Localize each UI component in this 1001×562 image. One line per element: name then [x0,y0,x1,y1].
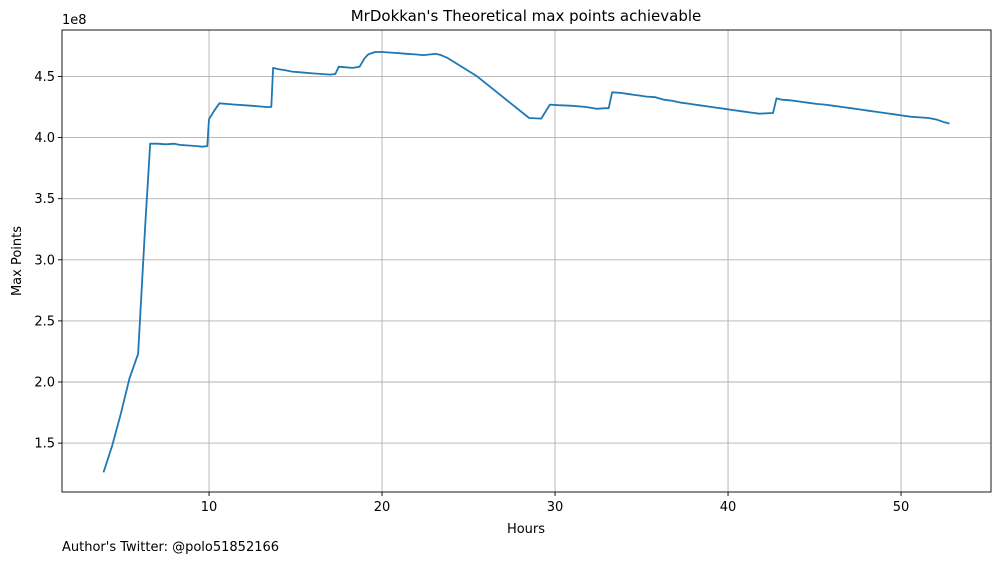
series-line [102,51,950,473]
y-tick-label: 3.0 [34,253,55,268]
y-tick-label: 4.0 [34,131,55,146]
x-tick-label: 30 [547,500,564,515]
y-offset-text: 1e8 [62,13,87,28]
y-tick-label: 3.5 [34,192,55,207]
y-tick-label: 2.5 [34,314,55,329]
tick-layer: 10 20 30 40 50 1.5 2.0 2.5 3.0 3.5 4.0 4.5 [34,70,909,515]
footnote-author-twitter: Author's Twitter: @polo51852166 [62,540,279,555]
series-layer [102,51,950,473]
x-tick-label: 20 [374,500,391,515]
x-tick-label: 10 [201,500,218,515]
chart-title: MrDokkan's Theoretical max points achiev… [351,7,702,25]
grid-layer [62,30,991,492]
y-tick-label: 2.0 [34,376,55,391]
x-tick-label: 50 [893,500,910,515]
x-tick-label: 40 [720,500,737,515]
y-axis-label: Max Points [10,226,25,296]
x-axis-label: Hours [507,522,545,537]
y-tick-label: 4.5 [34,70,55,85]
plot-frame [61,29,992,493]
y-tick-label: 1.5 [34,437,55,452]
